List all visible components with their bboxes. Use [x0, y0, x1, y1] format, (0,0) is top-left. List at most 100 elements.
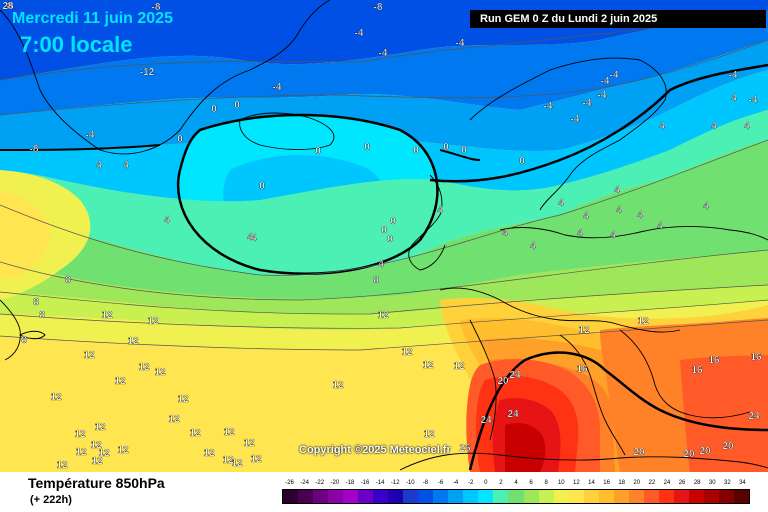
contour-label: 4: [614, 185, 620, 196]
legend-tick-label: 6: [529, 480, 533, 486]
contour-label: 12: [423, 429, 435, 440]
legend-swatch: [313, 490, 329, 503]
contour-label: -4: [571, 114, 580, 125]
contour-label: -4: [583, 98, 592, 109]
contour-label: 12: [189, 428, 201, 439]
legend-swatch: [568, 490, 584, 503]
contour-label: 4: [378, 259, 384, 270]
contour-label: 12: [74, 429, 86, 440]
contour-label: 12: [83, 350, 95, 361]
contour-label: 12: [250, 454, 262, 465]
contour-label: 12: [422, 360, 434, 371]
contour-label: 24: [509, 370, 521, 381]
contour-label: -4: [729, 70, 738, 81]
legend-swatch: [388, 490, 404, 503]
contour-label: 16: [576, 364, 588, 375]
footer-bar: Température 850hPa (+ 222h) -26 -24 -22 -20…: [0, 472, 768, 512]
legend-tick-label: -22: [315, 480, 325, 486]
contour-label: 12: [90, 440, 102, 451]
contour-label: 4: [731, 93, 737, 104]
contour-label: -4: [355, 28, 364, 39]
copyright-notice: Copyright ©2025 Meteociel.fr: [299, 444, 451, 456]
legend-tick-label: 32: [724, 480, 731, 486]
legend-tick-label: 26: [678, 480, 686, 486]
legend-tick-label: 22: [648, 480, 656, 486]
legend-tick-label: -12: [390, 480, 400, 486]
contour-label: 12: [91, 456, 103, 467]
legend-swatch: [418, 490, 434, 503]
contour-label: 20: [722, 441, 734, 452]
contour-label: -4: [598, 90, 607, 101]
contour-label: 0: [519, 156, 525, 167]
contour-label: 12: [101, 310, 113, 321]
legend-tick-label: -10: [405, 480, 415, 486]
legend-tick-label: 8: [544, 480, 548, 486]
contour-label: 4: [251, 233, 257, 244]
contour-label: 12: [177, 394, 189, 405]
legend-swatch: [358, 490, 374, 503]
contour-label: 0: [234, 100, 240, 111]
legend-swatch: [688, 490, 704, 503]
contour-label: 0: [461, 145, 467, 156]
contour-label: 12: [154, 367, 166, 378]
contour-label: 20: [497, 376, 509, 387]
contour-label: 16: [750, 352, 762, 363]
contour-label: 4: [703, 201, 709, 212]
legend-tick-label: -4: [452, 480, 459, 486]
contour-label: 0: [387, 234, 393, 245]
legend-swatch: [478, 490, 494, 503]
legend-swatch: [523, 490, 539, 503]
legend-tick-label: -26: [285, 480, 294, 486]
contour-label: 0: [211, 104, 217, 115]
legend-tick-label: -8: [422, 480, 429, 486]
contour-label: 16: [708, 355, 720, 366]
contour-label: 4: [744, 121, 750, 132]
legend-tick-label: -16: [360, 480, 370, 486]
contour-label: 0: [315, 146, 321, 157]
contour-label: 0: [413, 145, 419, 156]
forecast-time: 7:00 locale: [20, 32, 133, 57]
contour-label: 4: [247, 232, 253, 243]
legend-tick-label: 24: [663, 480, 671, 486]
contour-label: 0: [259, 181, 265, 192]
contour-label: 0: [390, 216, 396, 227]
legend-tick-label: 20: [633, 480, 641, 486]
legend-tick-label: -6: [437, 480, 444, 486]
contour-label: 24: [748, 411, 760, 422]
contour-label: 24: [480, 415, 492, 426]
legend-tick-label: 12: [573, 480, 580, 486]
contour-label: 28: [2, 1, 14, 12]
legend-swatch: [628, 490, 644, 503]
contour-label: 8: [21, 335, 27, 346]
contour-label: 12: [578, 325, 590, 336]
contour-label: -4: [749, 95, 758, 106]
legend-tick-label: 16: [603, 480, 610, 486]
contour-label: -8: [30, 144, 39, 155]
contour-label: 4: [616, 205, 622, 216]
contour-label: -4: [86, 130, 95, 141]
contour-label: 4: [657, 221, 663, 232]
legend-swatch: [733, 490, 749, 503]
legend-swatch: [403, 490, 419, 503]
color-legend: -26 -24 -22 -20 -18 -16 -14 -12 -10 -8 -6 -4 -2 0 2 4 6 8…: [282, 478, 750, 508]
parameter-title: Température 850hPa: [28, 475, 165, 491]
legend-swatch: [343, 490, 359, 503]
contour-label: 12: [94, 422, 106, 433]
contour-label: 12: [147, 316, 159, 327]
legend-swatch: [718, 490, 734, 503]
contour-label: 8: [65, 275, 71, 286]
legend-swatch: [673, 490, 689, 503]
contour-label: 12: [117, 445, 129, 456]
contour-label: 12: [223, 427, 235, 438]
contour-label: 12: [243, 438, 255, 449]
contour-label: 20: [699, 446, 711, 457]
contour-label: 12: [75, 447, 87, 458]
legend-tick-label: -2: [468, 480, 474, 486]
contour-label: 12: [56, 460, 68, 471]
temperature-map: -8 -8-8-12-4-4-4-4-4-4-4-4-4-4 -4-4-4-80 00…: [0, 0, 768, 472]
legend-swatch: [583, 490, 599, 503]
contour-label: 4: [530, 241, 536, 252]
legend-tick-label: 4: [514, 480, 518, 486]
contour-label: 24: [507, 409, 519, 420]
